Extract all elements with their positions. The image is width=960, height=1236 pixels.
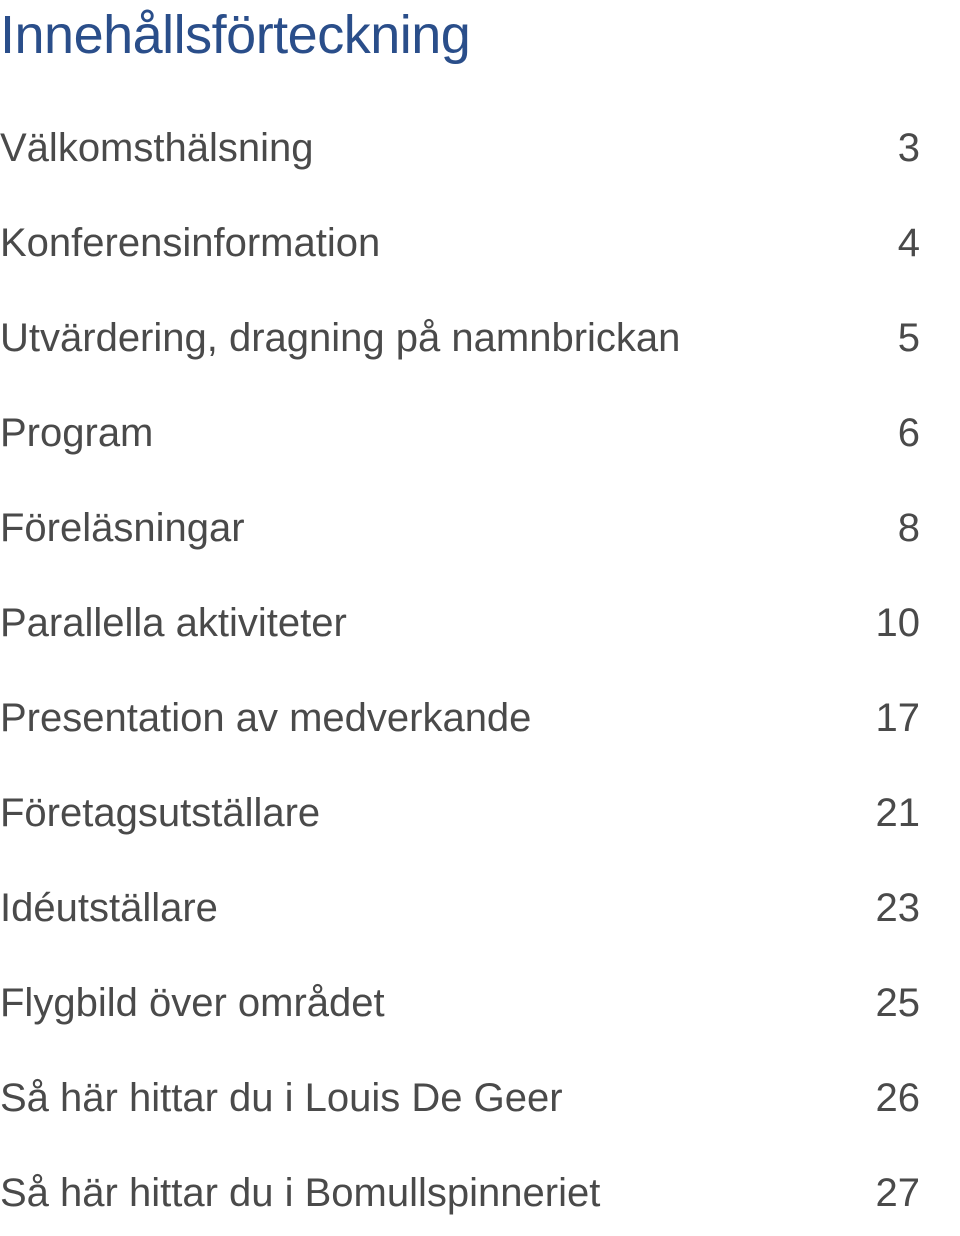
toc-row: Program 6 — [0, 411, 920, 456]
toc-list: Välkomsthälsning 3 Konferensinformation … — [0, 126, 920, 1216]
toc-item-page: 21 — [860, 791, 920, 836]
toc-row: Parallella aktiviteter 10 — [0, 601, 920, 646]
toc-item-label: Företagsutställare — [0, 791, 860, 836]
toc-item-page: 10 — [860, 601, 920, 646]
toc-item-label: Utvärdering, dragning på namnbrickan — [0, 316, 860, 361]
toc-item-label: Presentation av medverkande — [0, 696, 860, 741]
toc-item-page: 8 — [860, 506, 920, 551]
toc-row: Idéutställare 23 — [0, 886, 920, 931]
toc-item-label: Flygbild över området — [0, 981, 860, 1026]
toc-item-label: Parallella aktiviteter — [0, 601, 860, 646]
toc-item-page: 6 — [860, 411, 920, 456]
toc-item-label: Program — [0, 411, 860, 456]
toc-item-page: 4 — [860, 221, 920, 266]
toc-item-label: Idéutställare — [0, 886, 860, 931]
toc-item-page: 3 — [860, 126, 920, 171]
toc-item-page: 26 — [860, 1076, 920, 1121]
toc-item-page: 25 — [860, 981, 920, 1026]
toc-row: Konferensinformation 4 — [0, 221, 920, 266]
toc-row: Flygbild över området 25 — [0, 981, 920, 1026]
toc-row: Föreläsningar 8 — [0, 506, 920, 551]
toc-row: Välkomsthälsning 3 — [0, 126, 920, 171]
toc-row: Så här hittar du i Louis De Geer 26 — [0, 1076, 920, 1121]
toc-item-label: Så här hittar du i Bomullspinneriet — [0, 1171, 860, 1216]
toc-item-label: Konferensinformation — [0, 221, 860, 266]
toc-row: Företagsutställare 21 — [0, 791, 920, 836]
toc-row: Utvärdering, dragning på namnbrickan 5 — [0, 316, 920, 361]
toc-item-label: Så här hittar du i Louis De Geer — [0, 1076, 860, 1121]
toc-item-label: Föreläsningar — [0, 506, 860, 551]
toc-item-label: Välkomsthälsning — [0, 126, 860, 171]
toc-item-page: 23 — [860, 886, 920, 931]
toc-row: Så här hittar du i Bomullspinneriet 27 — [0, 1171, 920, 1216]
toc-page: Innehållsförteckning Välkomsthälsning 3 … — [0, 0, 960, 1236]
toc-item-page: 5 — [860, 316, 920, 361]
toc-item-page: 27 — [860, 1171, 920, 1216]
toc-row: Presentation av medverkande 17 — [0, 696, 920, 741]
toc-title: Innehållsförteckning — [0, 0, 920, 66]
toc-item-page: 17 — [860, 696, 920, 741]
